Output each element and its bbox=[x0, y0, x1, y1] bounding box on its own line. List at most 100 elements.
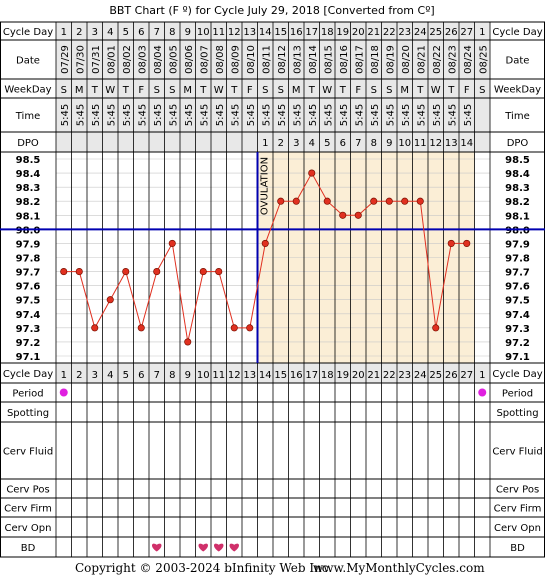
weekday-label: M bbox=[75, 85, 84, 96]
temp-tick-left: 98.0 bbox=[16, 225, 41, 236]
temperature-point bbox=[60, 268, 68, 276]
date-label: 07/29 bbox=[60, 45, 71, 74]
row-label-right: DPO bbox=[507, 138, 529, 149]
time-label: 5:45 bbox=[463, 104, 474, 126]
cycle-day-label-bottom: 17 bbox=[305, 370, 318, 381]
temp-tick-left: 98.3 bbox=[16, 183, 41, 194]
temp-tick-left: 97.6 bbox=[16, 282, 41, 293]
weekday-label: F bbox=[247, 85, 253, 96]
row-label-right: Time bbox=[504, 111, 529, 122]
time-label: 5:45 bbox=[106, 104, 117, 126]
time-label: 5:45 bbox=[215, 104, 226, 126]
row-label-left: Time bbox=[15, 111, 40, 122]
cycle-day-label-bottom: 20 bbox=[352, 370, 365, 381]
row-label-right: WeekDay bbox=[494, 85, 541, 96]
temperature-point bbox=[292, 197, 300, 205]
date-label: 08/16 bbox=[339, 45, 350, 74]
temperature-point bbox=[432, 324, 440, 332]
weekday-label: T bbox=[447, 85, 455, 96]
date-label: 08/20 bbox=[401, 45, 412, 74]
temp-tick-right: 97.3 bbox=[505, 324, 530, 335]
cycle-day-label-bottom: 8 bbox=[169, 370, 175, 381]
cycle-day-label: 23 bbox=[398, 27, 411, 38]
cycle-day-label: 10 bbox=[197, 27, 210, 38]
temperature-point bbox=[447, 239, 455, 247]
temperature-point bbox=[401, 197, 409, 205]
temp-tick-right: 97.2 bbox=[505, 338, 530, 349]
date-label: 08/25 bbox=[478, 45, 489, 74]
row-label-right: BD bbox=[510, 543, 525, 554]
cycle-day-label: 20 bbox=[352, 27, 365, 38]
time-label: 5:45 bbox=[184, 104, 195, 126]
row-label-right: Cycle Day bbox=[492, 27, 542, 38]
temp-tick-right: 97.1 bbox=[505, 352, 530, 363]
cycle-day-label: 25 bbox=[429, 27, 442, 38]
temp-tick-left: 97.9 bbox=[16, 239, 41, 250]
cycle-day-label: 14 bbox=[259, 27, 272, 38]
row-label-left: Date bbox=[16, 56, 40, 67]
chart-title: BBT Chart (F º) for Cycle July 29, 2018 … bbox=[109, 4, 434, 17]
temp-tick-right: 97.4 bbox=[505, 310, 530, 321]
cycle-day-label-bottom: 19 bbox=[336, 370, 349, 381]
weekday-label: S bbox=[371, 85, 377, 96]
dpo-label: 3 bbox=[293, 138, 299, 149]
weekday-label: T bbox=[199, 85, 207, 96]
cycle-day-label-bottom: 5 bbox=[123, 370, 129, 381]
time-label: 5:45 bbox=[122, 104, 133, 126]
cycle-day-label-bottom: 27 bbox=[460, 370, 473, 381]
dpo-label: 12 bbox=[429, 138, 442, 149]
temp-tick-right: 98.4 bbox=[505, 169, 530, 180]
temperature-point bbox=[184, 338, 192, 346]
cycle-day-label: 19 bbox=[336, 27, 349, 38]
footer-copyright: Copyright © 2003-2024 bInfinity Web Inc. bbox=[75, 561, 332, 575]
weekday-label: T bbox=[308, 85, 316, 96]
period-marker bbox=[59, 388, 68, 397]
row-label-left: Cycle Day bbox=[3, 369, 53, 380]
temperature-point bbox=[106, 296, 114, 304]
dpo-label: 5 bbox=[324, 138, 330, 149]
row-label-left: Cerv Opn bbox=[5, 523, 52, 534]
cycle-day-label-bottom: 23 bbox=[398, 370, 411, 381]
cycle-day-label: 18 bbox=[321, 27, 334, 38]
dpo-label: 8 bbox=[371, 138, 377, 149]
cycle-day-label: 15 bbox=[274, 27, 287, 38]
temperature-point bbox=[137, 324, 145, 332]
weekday-label: S bbox=[154, 85, 160, 96]
time-label: 5:45 bbox=[168, 104, 179, 126]
date-label: 08/02 bbox=[122, 45, 133, 74]
time-label: 5:45 bbox=[137, 104, 148, 126]
cycle-day-label: 9 bbox=[185, 27, 191, 38]
temp-tick-right: 97.5 bbox=[505, 296, 530, 307]
temperature-point bbox=[416, 197, 424, 205]
cycle-day-label: 27 bbox=[460, 27, 473, 38]
time-label: 5:45 bbox=[447, 104, 458, 126]
cycle-day-label: 5 bbox=[123, 27, 129, 38]
time-label: 5:45 bbox=[246, 104, 257, 126]
cycle-day-label-bottom: 15 bbox=[274, 370, 287, 381]
cycle-day-label-bottom: 4 bbox=[107, 370, 113, 381]
date-label: 08/19 bbox=[385, 45, 396, 74]
cycle-day-label: 1 bbox=[61, 27, 67, 38]
weekday-label: F bbox=[464, 85, 470, 96]
weekday-label: M bbox=[292, 85, 301, 96]
row-label-left: Cerv Pos bbox=[6, 485, 49, 496]
time-label: 5:45 bbox=[339, 104, 350, 126]
date-label: 08/17 bbox=[354, 45, 365, 74]
cycle-day-label: 7 bbox=[154, 27, 160, 38]
date-label: 08/09 bbox=[230, 45, 241, 74]
temp-tick-left: 97.8 bbox=[16, 254, 41, 265]
cycle-day-label: 1 bbox=[479, 27, 485, 38]
weekday-label: T bbox=[230, 85, 238, 96]
date-label: 08/13 bbox=[292, 45, 303, 74]
row-label-left: Period bbox=[12, 389, 43, 400]
temperature-point bbox=[308, 169, 316, 177]
temperature-point bbox=[385, 197, 393, 205]
weekday-label: W bbox=[431, 85, 441, 96]
cycle-day-label: 17 bbox=[305, 27, 318, 38]
time-label: 5:45 bbox=[153, 104, 164, 126]
time-label: 5:45 bbox=[199, 104, 210, 126]
date-label: 08/11 bbox=[261, 45, 272, 74]
cycle-day-label-bottom: 25 bbox=[429, 370, 442, 381]
